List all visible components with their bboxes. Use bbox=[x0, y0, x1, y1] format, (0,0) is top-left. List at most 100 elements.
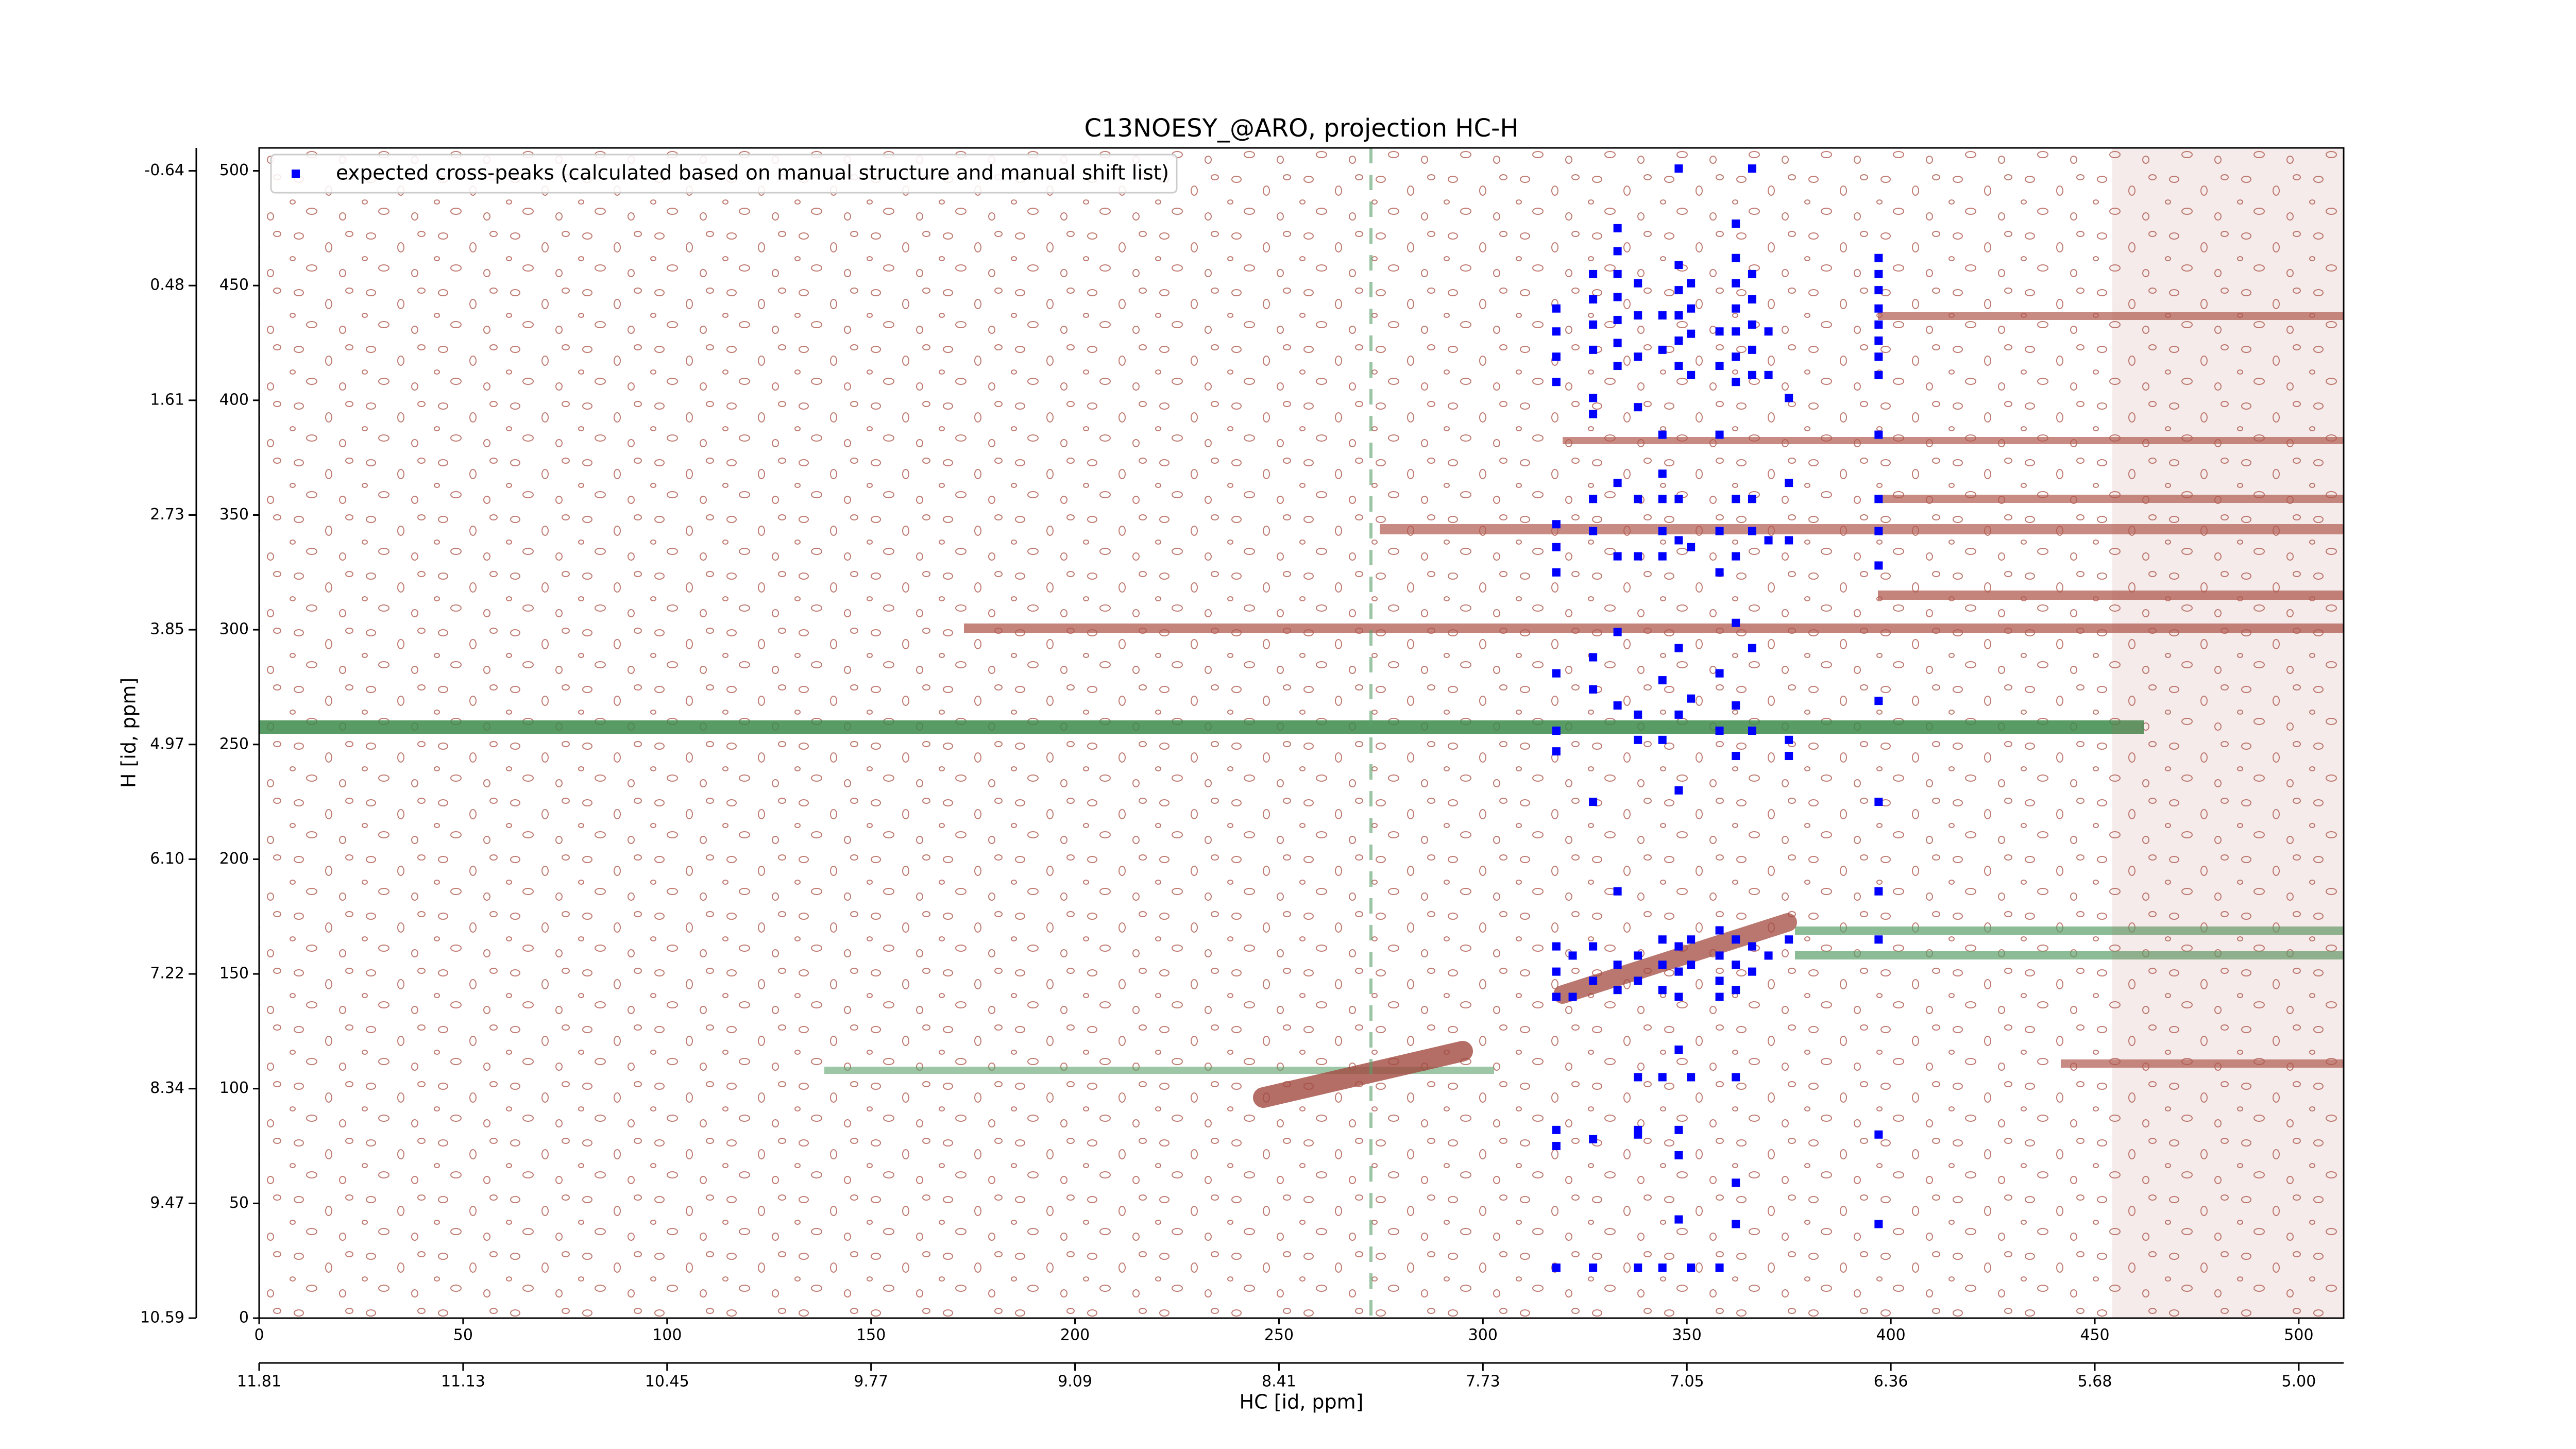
cross-peak bbox=[1687, 935, 1696, 944]
cross-peak bbox=[1613, 339, 1622, 347]
cross-peak bbox=[1552, 1142, 1561, 1151]
cross-peak bbox=[1552, 1125, 1561, 1134]
cross-peak bbox=[1732, 552, 1740, 561]
cross-peak bbox=[1658, 311, 1667, 320]
cross-peak bbox=[1634, 1125, 1642, 1134]
cross-peak bbox=[1674, 536, 1683, 545]
cross-peak bbox=[1748, 164, 1756, 173]
cross-peak bbox=[1552, 992, 1561, 1001]
cross-peak bbox=[1732, 327, 1740, 336]
cross-peak bbox=[1748, 644, 1756, 652]
cross-peak bbox=[1589, 798, 1598, 806]
cross-peak bbox=[1613, 315, 1622, 324]
y-tick-label: 0 bbox=[239, 1309, 249, 1327]
cross-peak bbox=[1589, 394, 1598, 402]
cross-peak bbox=[1613, 552, 1622, 561]
y2-tick-label: 7.22 bbox=[150, 965, 184, 983]
contour-streak bbox=[1878, 495, 2344, 503]
legend-marker bbox=[292, 170, 300, 178]
cross-peak bbox=[1589, 527, 1598, 535]
x2-tick-label: 7.05 bbox=[1670, 1373, 1704, 1391]
cross-peak bbox=[1732, 495, 1740, 503]
cross-peak bbox=[1634, 311, 1642, 320]
y-tick-label: 300 bbox=[219, 620, 249, 638]
cross-peak bbox=[1687, 304, 1696, 313]
cross-peak bbox=[1552, 543, 1561, 551]
x2-tick-label: 8.41 bbox=[1262, 1373, 1296, 1391]
cross-peak bbox=[1589, 1135, 1598, 1143]
x2-tick-label: 5.68 bbox=[2078, 1373, 2112, 1391]
cross-peak bbox=[1874, 1220, 1883, 1228]
cross-peak bbox=[1674, 967, 1683, 976]
y2-tick-label: 6.10 bbox=[150, 850, 184, 868]
cross-peak bbox=[1715, 926, 1724, 935]
cross-peak bbox=[1634, 279, 1642, 288]
cross-peak bbox=[1732, 935, 1740, 944]
cross-peak bbox=[1732, 219, 1740, 228]
cross-peak bbox=[1613, 247, 1622, 256]
x-tick-label: 150 bbox=[856, 1326, 886, 1344]
cross-peak bbox=[1732, 701, 1740, 710]
series bbox=[1552, 164, 1883, 1272]
cross-peak bbox=[1674, 362, 1683, 370]
cross-peak bbox=[1674, 710, 1683, 719]
cross-peak bbox=[1785, 935, 1793, 944]
contour-noise bbox=[2112, 148, 2344, 1318]
cross-peak bbox=[1687, 329, 1696, 338]
contour-background bbox=[259, 148, 2344, 1318]
cross-peak bbox=[1634, 403, 1642, 412]
cross-peak bbox=[1589, 320, 1598, 329]
cross-peak bbox=[1658, 986, 1667, 995]
x-axis-label: HC [id, ppm] bbox=[1240, 1391, 1364, 1413]
cross-peak bbox=[1613, 961, 1622, 969]
cross-peak bbox=[1687, 279, 1696, 288]
plot-frame bbox=[258, 147, 2345, 1319]
contour-streak bbox=[1878, 591, 2344, 600]
cross-peak bbox=[1785, 479, 1793, 487]
contour-streak bbox=[1380, 524, 2344, 534]
cross-peak bbox=[1589, 269, 1598, 278]
cross-peak bbox=[1732, 618, 1740, 627]
cross-peak bbox=[1674, 261, 1683, 269]
cross-peak bbox=[1874, 495, 1883, 503]
x2-tick-label: 7.73 bbox=[1466, 1373, 1500, 1391]
cross-peak bbox=[1552, 378, 1561, 386]
cross-peak bbox=[1613, 269, 1622, 278]
cross-peak bbox=[1552, 727, 1561, 735]
cross-peak bbox=[1589, 495, 1598, 503]
cross-peak bbox=[1715, 1263, 1724, 1272]
cross-peak bbox=[1552, 304, 1561, 313]
cross-peak bbox=[1715, 362, 1724, 370]
cross-peak bbox=[1613, 479, 1622, 487]
cross-peak bbox=[1764, 327, 1773, 336]
contour-streak bbox=[1878, 312, 2344, 320]
cross-peak bbox=[1674, 992, 1683, 1001]
cross-peak bbox=[1874, 370, 1883, 379]
cross-peak bbox=[1732, 378, 1740, 386]
cross-peak bbox=[1674, 786, 1683, 795]
cross-peak bbox=[1658, 469, 1667, 478]
contour-streak bbox=[259, 720, 2144, 734]
cross-peak bbox=[1874, 320, 1883, 329]
cross-peak bbox=[1764, 536, 1773, 545]
cross-peak bbox=[1552, 669, 1561, 678]
cross-peak bbox=[1674, 1215, 1683, 1224]
cross-peak bbox=[1634, 735, 1642, 744]
contour-streak bbox=[824, 1067, 1494, 1074]
cross-peak bbox=[1874, 304, 1883, 313]
cross-peak bbox=[1552, 568, 1561, 577]
cross-peak bbox=[1764, 370, 1773, 379]
cross-peak bbox=[1687, 1073, 1696, 1082]
cross-peak bbox=[1874, 430, 1883, 439]
cross-peak bbox=[1687, 694, 1696, 703]
cross-peak bbox=[1874, 798, 1883, 806]
cross-peak bbox=[1732, 279, 1740, 288]
cross-peak bbox=[1732, 986, 1740, 995]
y-tick-label: 450 bbox=[219, 276, 249, 294]
cross-peak bbox=[1748, 345, 1756, 354]
x-tick-label: 400 bbox=[1876, 1326, 1905, 1344]
cross-peak bbox=[1674, 311, 1683, 320]
cross-peak bbox=[1613, 628, 1622, 636]
x-tick-label: 250 bbox=[1264, 1326, 1294, 1344]
cross-peak bbox=[1715, 669, 1724, 678]
